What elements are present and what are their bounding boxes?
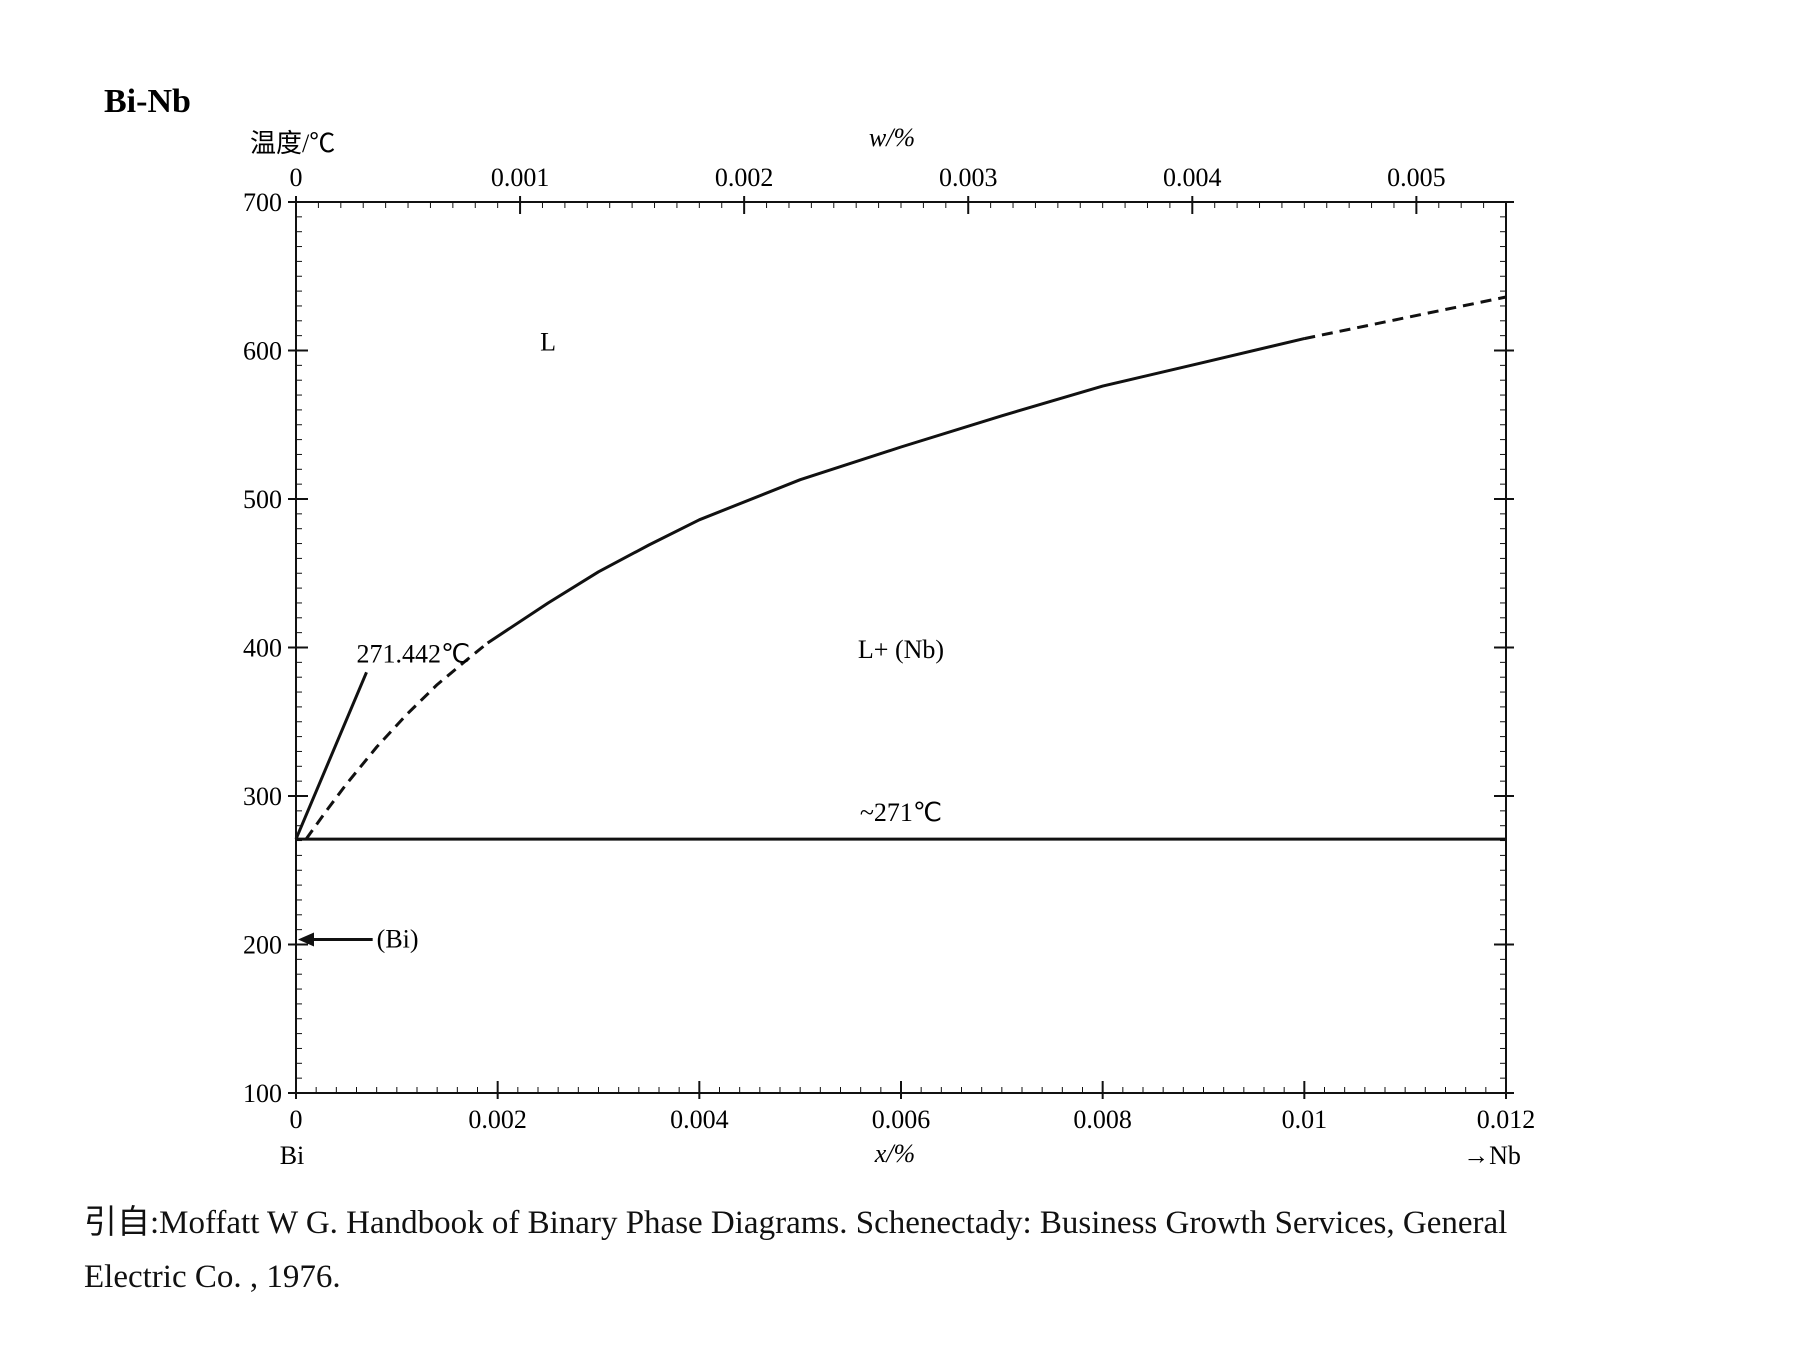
series-line-3 (1303, 295, 1507, 341)
annotation-label: L (540, 328, 556, 357)
x2-tick-label: 0 (290, 163, 303, 192)
annotation-label: L+ (Nb) (858, 635, 944, 664)
annotation-layer: L L+ (Nb) ~271℃ 271.442℃ (Bi) (294, 328, 944, 953)
x-axis-label: x/% (874, 1139, 915, 1168)
x-tick-label: 0.006 (872, 1105, 931, 1134)
bi-arrow-head (298, 932, 314, 947)
y-tick-label: 600 (243, 337, 282, 366)
x-axis-right-end-label: →Nb (1463, 1141, 1521, 1170)
axes: 0 0.002 0.004 0.006 0.008 0.01 0.012 100 200 300 4… (243, 163, 1535, 1134)
x2-tick-label: 0.001 (491, 163, 550, 192)
citation-line-1: 引自:Moffatt W G. Handbook of Binary Phase… (84, 1205, 1508, 1241)
y-axis-label: 温度/℃ (250, 129, 335, 158)
citation: 引自:Moffatt W G. Handbook of Binary Phase… (84, 1196, 1784, 1304)
x-tick-label: 0.008 (1073, 1105, 1132, 1134)
y-tick-label: 200 (243, 931, 282, 960)
x-tick-label: 0.002 (468, 1105, 527, 1134)
x2-tick-label: 0.002 (715, 163, 774, 192)
annotation-label: ~271℃ (860, 798, 942, 827)
chart-title: Bi-Nb (104, 83, 191, 120)
eutectic-leader-line (294, 671, 368, 840)
x2-tick-label: 0.005 (1387, 163, 1446, 192)
x-axis-left-end-label: Bi (280, 1141, 305, 1170)
x-tick-label: 0 (290, 1105, 303, 1134)
x-tick-label: 0.01 (1282, 1105, 1328, 1134)
x-tick-label: 0.004 (670, 1105, 729, 1134)
y-tick-label: 700 (243, 188, 282, 217)
x-tick-label: 0.012 (1477, 1105, 1536, 1134)
annotation-label: (Bi) (377, 924, 419, 953)
series-layer (296, 295, 1507, 841)
y-tick-label: 400 (243, 634, 282, 663)
annotation-label: 271.442℃ (357, 639, 471, 668)
citation-line-2: Electric Co. , 1976. (84, 1259, 341, 1295)
y-tick-label: 300 (243, 782, 282, 811)
y-tick-label: 100 (243, 1079, 282, 1108)
x2-tick-label: 0.004 (1163, 163, 1222, 192)
series-line-1 (304, 641, 489, 840)
x2-tick-label: 0.003 (939, 163, 998, 192)
series-line-2 (486, 337, 1305, 645)
top-axis-label: w/% (869, 123, 915, 152)
y-tick-label: 500 (243, 485, 282, 514)
